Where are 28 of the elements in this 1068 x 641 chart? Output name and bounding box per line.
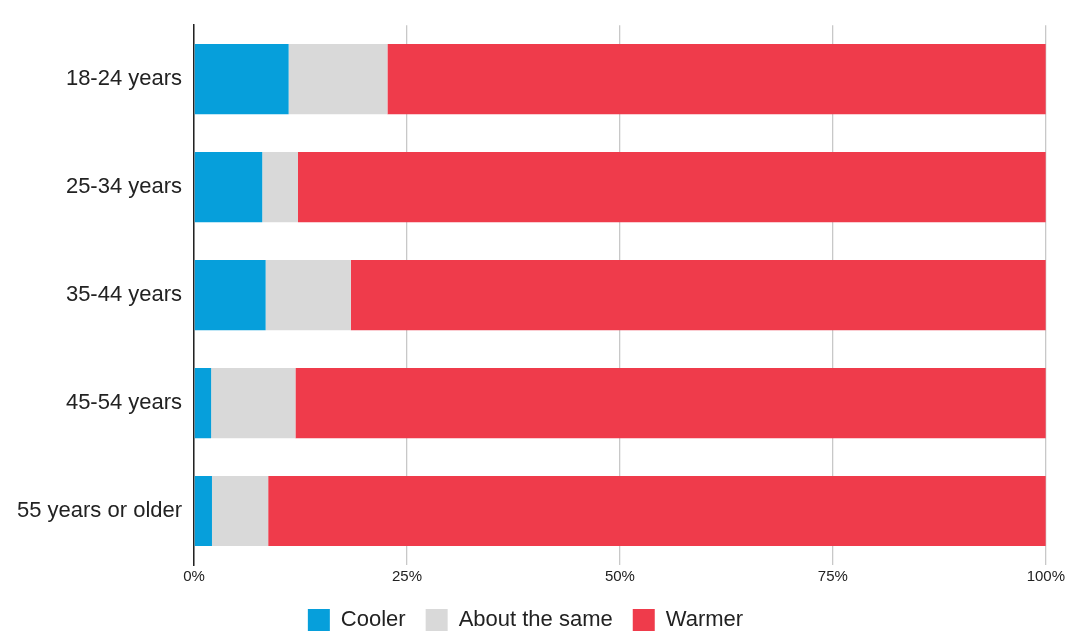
x-tick-label: 100% xyxy=(1026,567,1066,585)
x-tick-label: 50% xyxy=(604,567,635,585)
bar xyxy=(295,367,1046,439)
y-tick-label: 25-34 years xyxy=(65,173,183,199)
bar xyxy=(350,260,1046,331)
bar xyxy=(298,152,1046,223)
y-tick-label: 55 years or older xyxy=(16,497,183,523)
x-tick-label: 75% xyxy=(817,567,848,585)
x-tick-label: 25% xyxy=(392,567,423,585)
y-tick-label: 18-24 years xyxy=(65,65,183,91)
x-tick-label: 0% xyxy=(183,567,205,585)
bar xyxy=(211,475,269,547)
bar xyxy=(194,367,212,439)
bar xyxy=(288,44,388,115)
bar xyxy=(211,367,296,439)
legend-label: Cooler xyxy=(340,606,406,632)
y-tick-label: 35-44 years xyxy=(65,281,183,307)
bar xyxy=(268,475,1046,547)
legend-label: About the same xyxy=(458,606,613,632)
bar xyxy=(194,260,266,331)
bar xyxy=(262,152,298,223)
bar xyxy=(194,44,289,115)
bar xyxy=(194,152,263,223)
bar xyxy=(265,260,351,331)
legend-label: Warmer xyxy=(665,606,744,632)
bar xyxy=(387,44,1046,115)
bar xyxy=(194,475,212,547)
y-tick-label: 45-54 years xyxy=(65,389,183,415)
